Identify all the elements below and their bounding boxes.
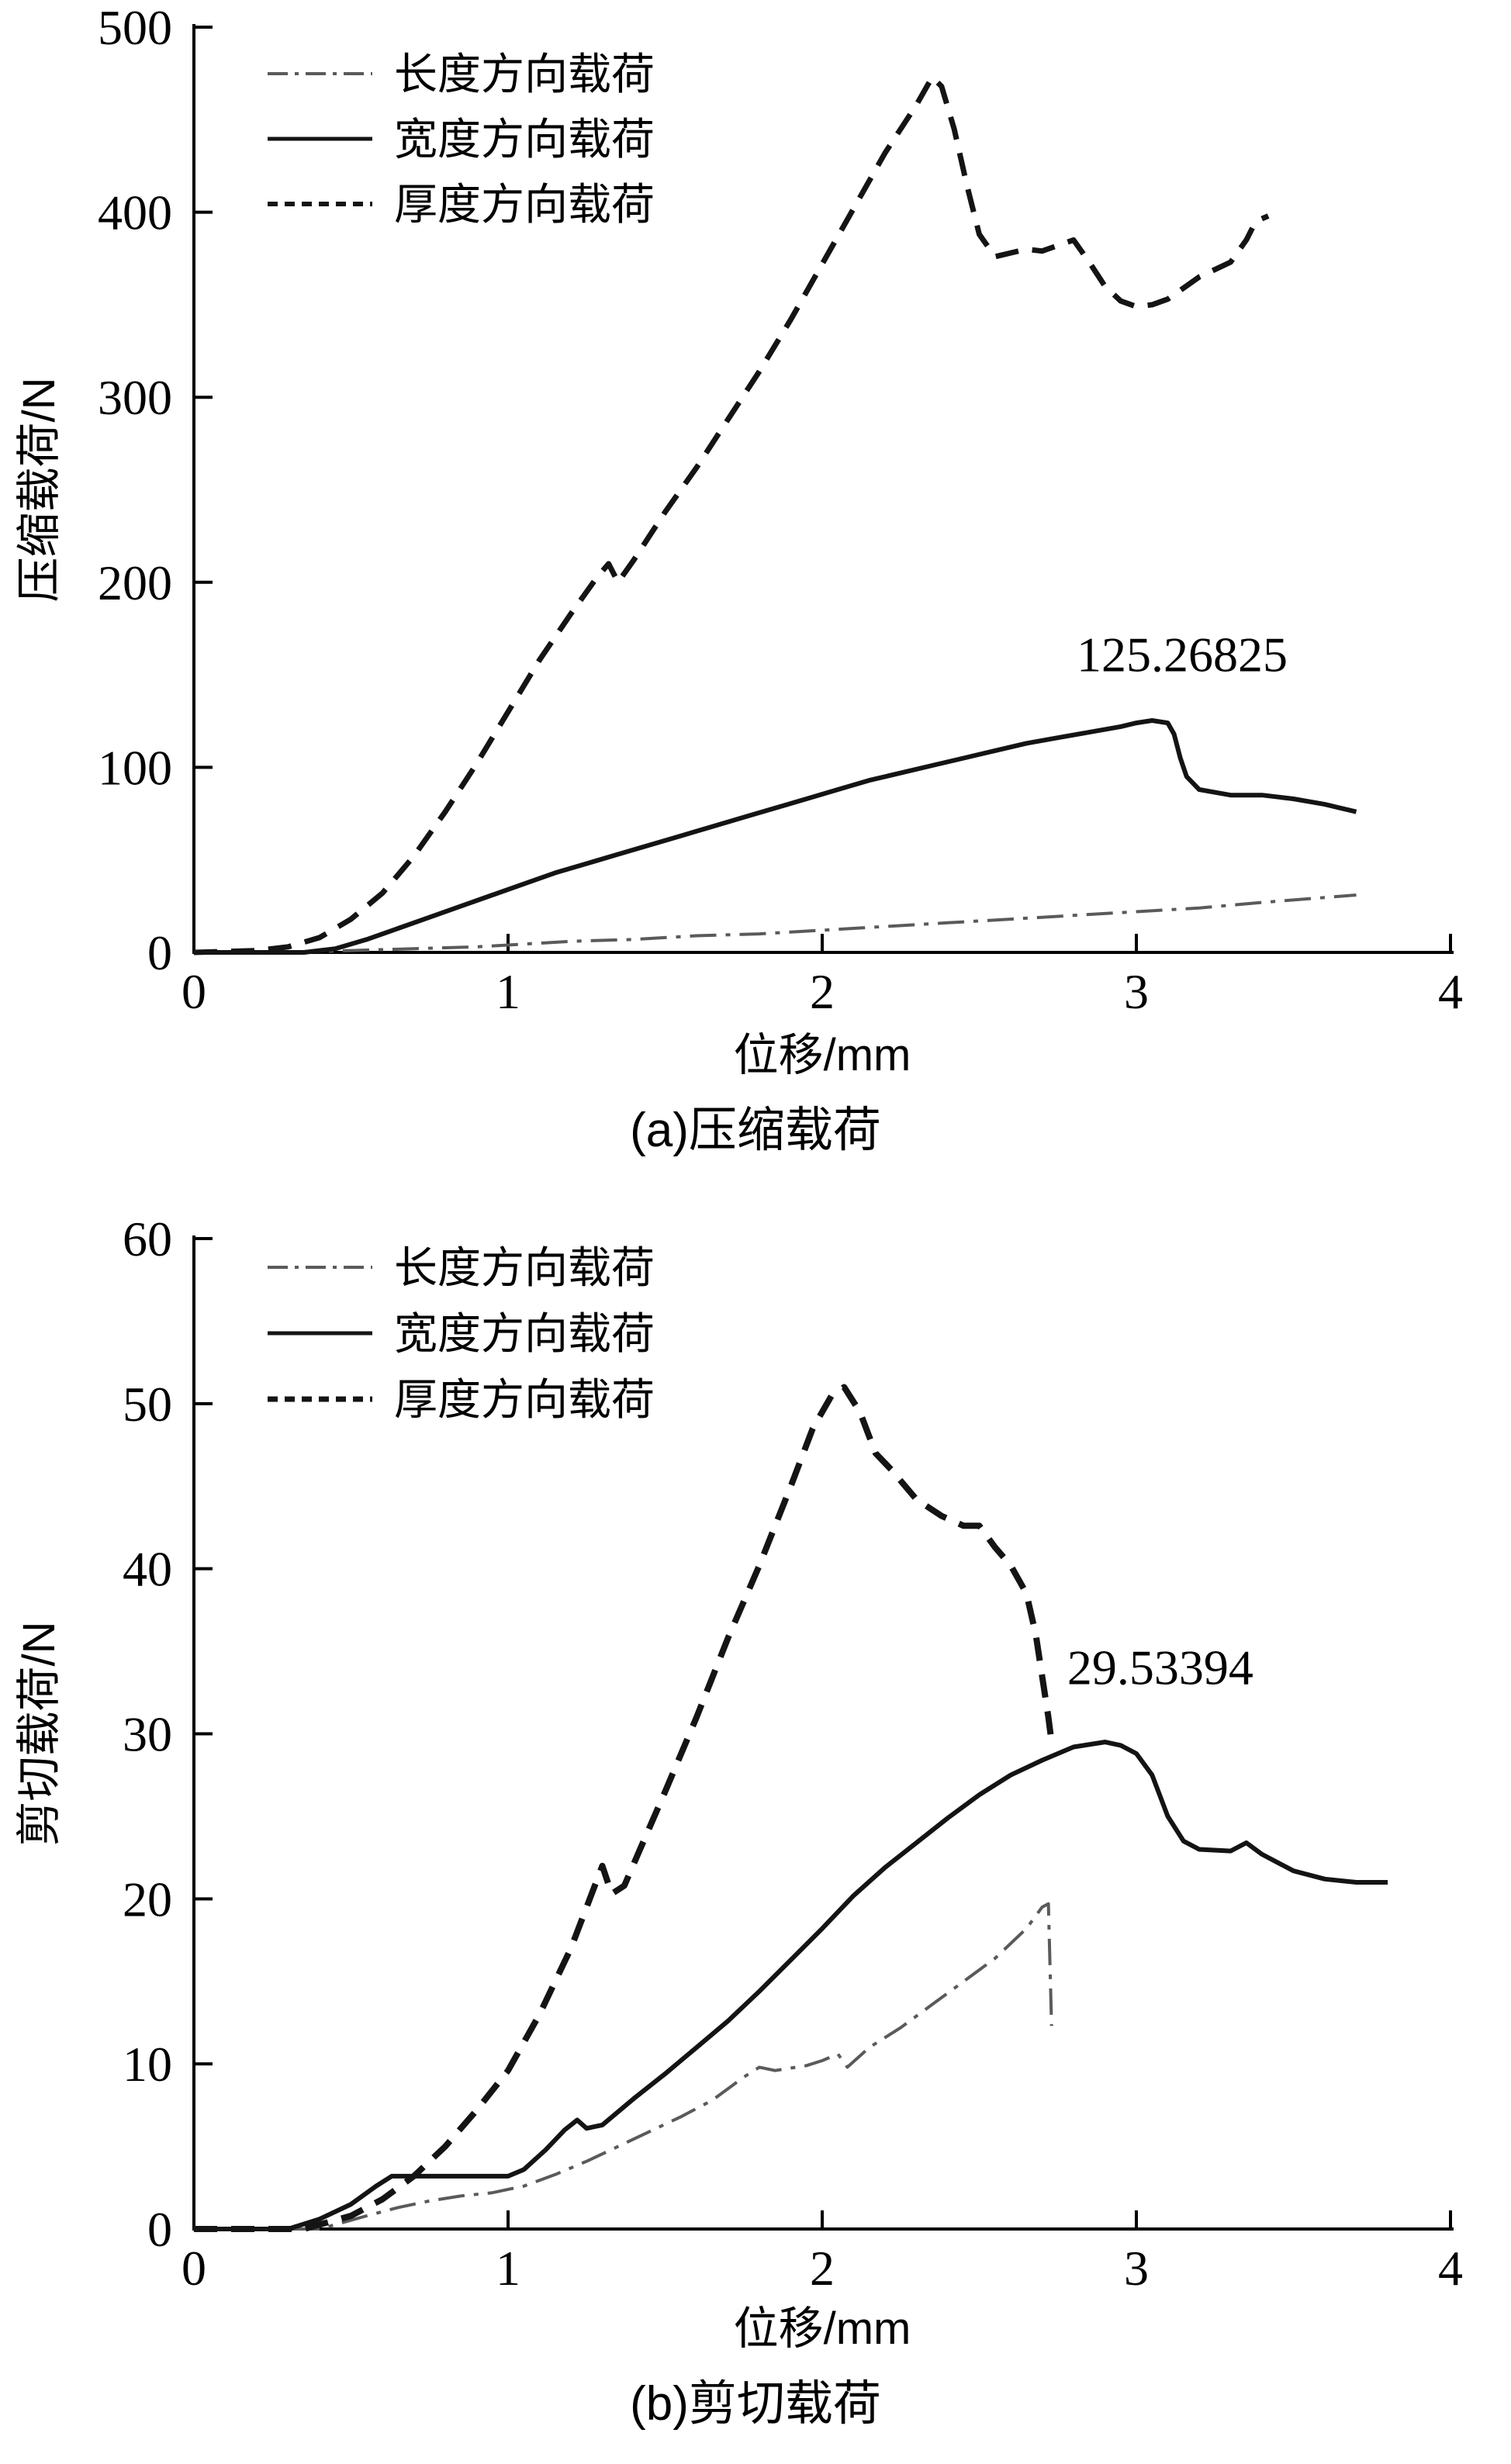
series-line-solid [194,1740,1388,2231]
x-tick-label: 2 [810,964,835,1019]
y-tick-label: 300 [98,370,172,425]
series-line-dashed [193,74,1270,956]
x-tick-label: 1 [496,964,520,1019]
y-tick-label: 10 [123,2037,172,2092]
x-tick-label: 1 [496,2241,520,2296]
chart-a-compression: 0 100 200 300 400 500 0 1 2 3 4 长度方向载荷 宽度方向载荷 厚度方向载荷 1… [0,0,1511,1160]
y-tick-label: 400 [98,185,172,240]
x-tick-label: 4 [1438,964,1463,1019]
legend-label: 厚度方向载荷 [394,1375,655,1424]
chart-a-caption: (a)压缩载荷 [630,1104,881,1157]
y-tick-label: 500 [98,0,172,55]
series-line-dashdot [194,893,1357,954]
y-tick-label: 60 [123,1211,172,1267]
legend-label: 宽度方向载荷 [394,115,655,164]
y-axis-label: 压缩载荷/N [14,377,64,602]
legend-label: 长度方向载荷 [394,1243,655,1292]
x-tick-label: 0 [182,2241,206,2296]
y-tick-label: 30 [123,1707,172,1762]
legend-label: 厚度方向载荷 [394,180,655,229]
x-tick-label: 3 [1124,2241,1149,2296]
peak-annotation: 125.26825 [1077,627,1288,682]
x-tick-label: 2 [810,2241,835,2296]
x-tick-label: 4 [1438,2241,1463,2296]
y-tick-label: 20 [123,1871,172,1927]
legend-label: 宽度方向载荷 [394,1309,655,1358]
y-tick-label: 0 [147,2202,172,2257]
x-tick-label: 0 [182,964,206,1019]
chart-b-caption: (b)剪切载荷 [630,2377,881,2431]
peak-annotation: 29.53394 [1067,1640,1253,1695]
x-axis-label: 位移/mm [734,1030,911,1080]
series-line-dashed [194,1384,1055,2232]
y-tick-label: 50 [123,1377,172,1432]
chart-b-shear: 0 10 20 30 40 50 60 0 1 2 3 4 长度方向载荷 宽度方向载荷 厚度方向载荷 29.5… [0,1180,1511,2434]
x-axis-label: 位移/mm [734,2303,911,2354]
y-tick-label: 200 [98,555,172,610]
y-axis-label: 剪切载荷/N [14,1621,64,1846]
y-tick-label: 0 [147,925,172,980]
y-tick-label: 100 [98,740,172,795]
x-tick-label: 3 [1124,964,1149,1019]
legend-label: 长度方向载荷 [394,50,655,98]
series-line-solid [194,718,1357,955]
y-tick-label: 40 [123,1542,172,1597]
series-line-dashdot [194,1902,1053,2231]
